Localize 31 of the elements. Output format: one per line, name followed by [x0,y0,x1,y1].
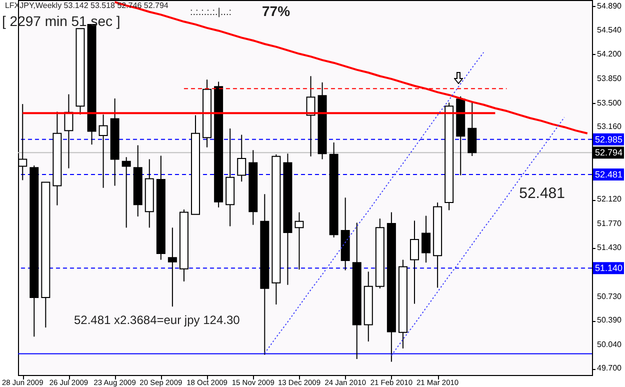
y-tick-label: 54.540 [597,26,622,35]
annotation: 52.481 [519,185,565,202]
y-tick-label: 54.890 [597,1,622,10]
y-tick-label: 50.390 [597,316,622,325]
annotation: 52.481 x2.3684=eur jpy 124.30 [74,313,240,327]
ref-line-label: 52.985 [595,134,623,144]
line-series [114,1,588,134]
y-tick-label: 52.120 [597,194,622,204]
ref-line-label: 52.794 [595,148,623,158]
ref-line-label: 51.140 [595,263,623,274]
y-tick-label: 54.200 [597,49,622,58]
y-tick-label: 49.700 [597,364,622,373]
y-tick-label: 53.500 [597,98,622,108]
candlestick [98,114,108,188]
ref-line-label: 52.481 [595,170,623,180]
line-series [264,52,484,354]
candlestick [410,220,419,304]
candlestick [294,212,304,270]
candlestick [422,215,431,264]
candlestick [122,156,131,228]
y-tick-label: 50.730 [597,292,622,301]
y-tick-label: 53.160 [597,122,622,132]
annotation: :.:.:.:.:.|...: [190,7,232,18]
y-tick-label: 50.040 [597,340,622,349]
candlestick [168,227,177,308]
y-tick-label: 53.850 [597,74,622,83]
line-series [390,116,565,356]
y-tick-label: 51.770 [597,219,622,228]
candlestick [237,134,246,182]
annotation: 77% [262,3,291,19]
y-tick-label: 51.430 [597,242,622,252]
